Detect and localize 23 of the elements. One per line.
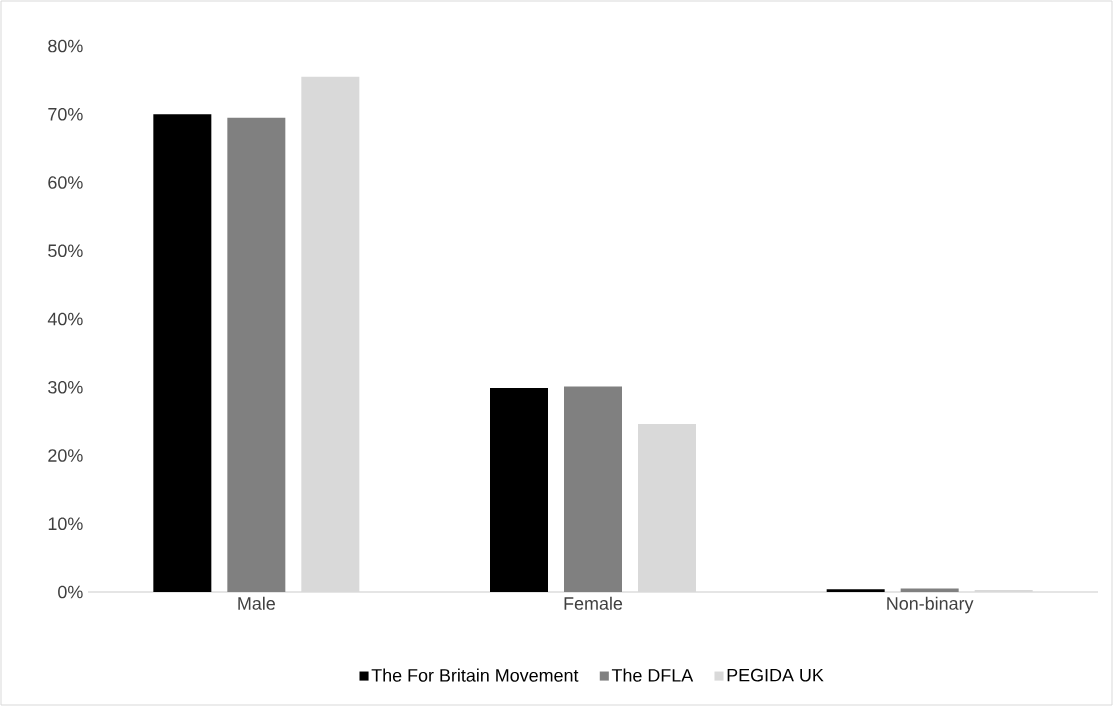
bar bbox=[974, 589, 1033, 592]
y-tick-label: 30% bbox=[48, 380, 83, 394]
bar bbox=[301, 76, 360, 592]
x-tick-label: Non-binary bbox=[887, 596, 974, 614]
y-tick-label: 40% bbox=[47, 312, 83, 326]
bar bbox=[638, 424, 697, 592]
x-tick-label: Female bbox=[564, 596, 623, 610]
y-tick-label: 0% bbox=[58, 585, 83, 599]
bar bbox=[826, 589, 885, 592]
legend-label: The DFLA bbox=[611, 668, 694, 682]
x-tick-label: Male bbox=[238, 596, 275, 610]
legend-label: The For Britain Movement bbox=[371, 668, 579, 682]
y-tick-label: 10% bbox=[48, 517, 83, 531]
bar bbox=[227, 117, 286, 592]
y-tick-label: 50% bbox=[48, 244, 83, 258]
y-tick-label: 70% bbox=[48, 107, 83, 121]
bar bbox=[564, 386, 623, 592]
y-tick-label: 80% bbox=[48, 39, 83, 53]
legend-label: PEGIDA UK bbox=[727, 668, 824, 682]
bar bbox=[153, 114, 212, 592]
y-tick-label: 60% bbox=[48, 176, 83, 189]
bar bbox=[490, 387, 549, 592]
y-tick-label: 20% bbox=[48, 449, 83, 462]
